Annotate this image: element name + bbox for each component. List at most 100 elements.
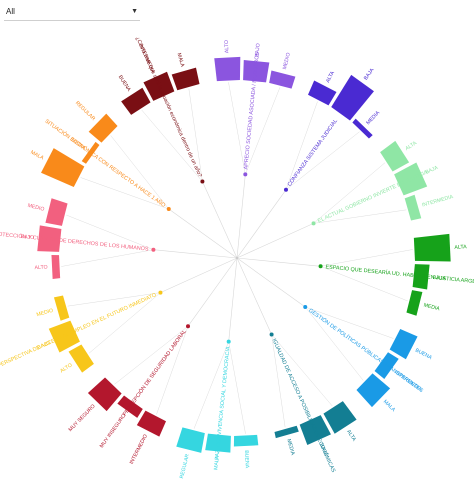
bar[interactable] bbox=[389, 328, 418, 360]
bar[interactable] bbox=[299, 415, 331, 446]
connector-line bbox=[236, 257, 306, 308]
bar-label: MEDIO bbox=[27, 203, 45, 213]
connector-line bbox=[245, 87, 281, 175]
bar[interactable] bbox=[374, 352, 399, 379]
bar-label: REGULAR bbox=[74, 100, 96, 122]
connector-line bbox=[228, 341, 246, 434]
bar[interactable] bbox=[51, 254, 61, 279]
connector-line bbox=[228, 82, 246, 175]
connector-line bbox=[285, 131, 360, 190]
bar-label: MALA bbox=[176, 52, 186, 68]
group-label: PROTECCIÓN Y CUIDADO DE DERECHOS DE LOS … bbox=[0, 230, 149, 253]
group-3: ALTA BAJA MEDIA ESPACIO QUE DESEARÍA UD. HA… bbox=[236, 233, 474, 316]
bar[interactable] bbox=[176, 427, 205, 453]
group-node[interactable] bbox=[303, 304, 308, 309]
bar[interactable] bbox=[88, 113, 118, 143]
bar-label: BAJA bbox=[432, 275, 446, 282]
connector-line bbox=[153, 249, 238, 259]
bar[interactable] bbox=[356, 373, 391, 408]
filter-select[interactable]: All ▼ bbox=[4, 2, 140, 21]
bar-label: MEDIA bbox=[423, 302, 441, 312]
bar[interactable] bbox=[352, 118, 373, 139]
bar-label: ALTO bbox=[224, 40, 231, 53]
bar[interactable] bbox=[331, 74, 374, 121]
bar[interactable] bbox=[45, 198, 68, 226]
bar-label: ALTA bbox=[325, 70, 336, 84]
group-node[interactable] bbox=[243, 172, 248, 177]
bar[interactable] bbox=[323, 401, 357, 434]
group-node[interactable] bbox=[151, 247, 156, 252]
bar[interactable] bbox=[171, 67, 200, 91]
connector-line bbox=[285, 101, 318, 190]
chevron-down-icon[interactable]: ▼ bbox=[131, 7, 138, 15]
group-node[interactable] bbox=[283, 187, 288, 192]
bar[interactable] bbox=[406, 290, 423, 316]
connector-line bbox=[61, 249, 154, 267]
group-node[interactable] bbox=[186, 324, 191, 329]
bar-label: ALTA bbox=[454, 244, 467, 251]
connector-line bbox=[236, 174, 246, 259]
connector-line bbox=[320, 249, 413, 267]
bar[interactable] bbox=[37, 225, 62, 252]
bar-label: BUENA bbox=[414, 348, 433, 362]
group-node[interactable] bbox=[166, 207, 171, 212]
bar[interactable] bbox=[48, 320, 80, 353]
center-point bbox=[235, 256, 239, 260]
bar-label: MEDIO bbox=[36, 308, 54, 318]
group-label: CONFIANZA SISTEMA JUDICIAL bbox=[287, 118, 339, 187]
bar[interactable] bbox=[41, 148, 85, 188]
bar-label: INTERMEDIO bbox=[129, 434, 149, 466]
bar[interactable] bbox=[214, 56, 241, 82]
bar[interactable] bbox=[53, 295, 70, 321]
group-node[interactable] bbox=[226, 339, 231, 344]
bar[interactable] bbox=[307, 80, 337, 106]
bar[interactable] bbox=[136, 410, 167, 437]
group-label: IGUALDAD DE ACCESO A POSIBILIDADES ECONÓ… bbox=[271, 338, 338, 474]
bar[interactable] bbox=[394, 162, 428, 196]
bar[interactable] bbox=[269, 70, 296, 89]
connector-line bbox=[160, 257, 238, 293]
connector-line bbox=[236, 223, 314, 259]
group-label: PERCEPCIÓN DE SEGURIDAD LABORAL bbox=[121, 328, 188, 417]
bar[interactable] bbox=[274, 425, 299, 439]
bar-label: BAJO bbox=[37, 340, 52, 351]
bar-label: MEDIA bbox=[285, 438, 295, 456]
connector-line bbox=[202, 181, 238, 259]
bar[interactable] bbox=[380, 140, 410, 172]
group-node[interactable] bbox=[200, 179, 205, 184]
connector-line bbox=[271, 334, 333, 407]
bar[interactable] bbox=[205, 433, 231, 453]
bar[interactable] bbox=[68, 344, 94, 373]
connector-line bbox=[305, 306, 394, 339]
bar[interactable] bbox=[243, 59, 270, 83]
bar-label: BAJA bbox=[425, 165, 440, 176]
group-node[interactable] bbox=[318, 264, 323, 269]
group-node[interactable] bbox=[269, 332, 274, 337]
connector-line bbox=[313, 209, 407, 224]
bar[interactable] bbox=[117, 395, 143, 418]
bar-label: MALA bbox=[29, 150, 45, 162]
bar-label: MEDIA bbox=[365, 110, 381, 126]
bar-label: ALTO bbox=[59, 362, 73, 374]
bar[interactable] bbox=[404, 194, 422, 221]
connector-line bbox=[305, 306, 364, 381]
bar-label: MUY SEGURO bbox=[68, 403, 97, 433]
bar-label: BAJO bbox=[20, 234, 34, 241]
bar[interactable] bbox=[412, 264, 430, 290]
bar[interactable] bbox=[87, 377, 122, 412]
bar[interactable] bbox=[121, 87, 151, 115]
group-node[interactable] bbox=[158, 290, 163, 295]
bar[interactable] bbox=[81, 141, 100, 164]
connector-line bbox=[313, 162, 386, 224]
bar[interactable] bbox=[413, 233, 451, 262]
connector-line bbox=[110, 135, 169, 210]
group-node[interactable] bbox=[311, 221, 316, 226]
connector-line bbox=[236, 257, 272, 335]
bar[interactable] bbox=[233, 434, 259, 447]
connector-line bbox=[228, 257, 238, 342]
connector-line bbox=[141, 109, 203, 182]
bar[interactable] bbox=[143, 71, 175, 101]
